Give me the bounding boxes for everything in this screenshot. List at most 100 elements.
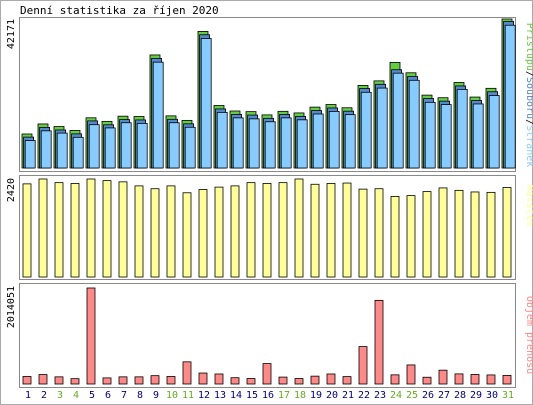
kbytes-bars [22, 287, 512, 385]
visits-bar [422, 191, 432, 278]
pages-bar [232, 117, 244, 169]
kbytes-bar [214, 373, 224, 385]
pages-bar [488, 95, 500, 169]
kbytes-bar [38, 374, 48, 385]
day-label: 24 [390, 390, 402, 401]
day-label: 1 [25, 390, 31, 401]
legend-entry: Stránek [524, 125, 533, 167]
day-label: 17 [278, 390, 290, 401]
panel-frame-kbytes [19, 283, 516, 388]
kbytes-bar [150, 375, 160, 385]
visits-bar [150, 188, 160, 278]
pages-bar [440, 104, 452, 169]
day-label: 11 [182, 390, 194, 401]
day-label: 12 [198, 390, 210, 401]
kbytes-bar [118, 376, 128, 385]
kbytes-bar [454, 373, 464, 385]
pages-bar [456, 88, 468, 169]
kbytes-bar [70, 378, 80, 385]
day-label: 15 [246, 390, 258, 401]
pages-bar [504, 24, 516, 169]
pages-bar [328, 111, 340, 169]
visits-bar [262, 183, 272, 278]
pages-bar [248, 118, 260, 169]
kbytes-bar [342, 376, 352, 385]
pages-bar [72, 136, 84, 169]
day-label: 29 [470, 390, 482, 401]
kbytes-bar [470, 374, 480, 385]
visits-bar [294, 178, 304, 278]
pages-bar [264, 121, 276, 169]
kbytes-bar [102, 377, 112, 385]
day-label: 22 [358, 390, 370, 401]
pages-bar [184, 126, 196, 169]
pages-bar [424, 101, 436, 169]
kbytes-bar [390, 374, 400, 385]
day-label: 25 [406, 390, 418, 401]
pages-bar [152, 61, 164, 169]
visits-bar [502, 187, 512, 278]
visits-bar [54, 182, 64, 278]
pages-bar [40, 130, 52, 169]
kbytes-bar [406, 364, 416, 385]
kbytes-bar [326, 373, 336, 385]
kbytes-bar [198, 372, 208, 385]
kbytes-bar [86, 287, 96, 385]
visits-bars [22, 178, 512, 278]
pages-bar [120, 122, 132, 169]
pages-bar [392, 72, 404, 169]
visits-bar [454, 189, 464, 278]
visits-bar [230, 185, 240, 278]
hits-files-pages-bars [21, 18, 516, 169]
panel-frame-visits [19, 175, 516, 280]
day-label: 8 [137, 390, 143, 401]
day-labels: 1 2 3 4 5 6 7 8 9 10 11 12 13 14 15 16 17 18 19 20 21 22 23 24 2… [25, 390, 514, 401]
visits-bar [326, 183, 336, 278]
chart-title: Denní statistika za říjen 2020 [20, 4, 219, 17]
day-label: 7 [121, 390, 127, 401]
pages-bar [344, 114, 356, 169]
day-label: 20 [326, 390, 338, 401]
kbytes-bar [374, 299, 384, 385]
day-label: 5 [89, 390, 95, 401]
kbytes-bar [310, 375, 320, 385]
pages-bar [280, 117, 292, 169]
kbytes-bar [54, 376, 64, 385]
visits-bar [390, 196, 400, 278]
visits-bar [406, 195, 416, 278]
kbytes-bar [262, 363, 272, 385]
kbytes-bar [22, 376, 32, 385]
kbytes-bar [134, 376, 144, 385]
kbytes-bar [182, 361, 192, 385]
visits-bar [198, 189, 208, 278]
visits-y-max-label: 2420 [6, 178, 17, 202]
kbytes-y-max-label: 2014051 [6, 286, 17, 328]
kbytes-bar [294, 378, 304, 385]
visits-bar [22, 183, 32, 278]
visits-bar [214, 186, 224, 278]
visits-bar [182, 192, 192, 278]
day-label: 21 [342, 390, 354, 401]
kbytes-bar [246, 378, 256, 385]
visits-bar [278, 182, 288, 278]
visits-bar [38, 178, 48, 278]
kbytes-bar [230, 377, 240, 385]
kbytes-bar [422, 376, 432, 385]
kbytes-bar [438, 369, 448, 385]
pages-bar [408, 79, 420, 169]
kbytes-bar [278, 376, 288, 385]
pages-bar [312, 113, 324, 169]
day-label: 4 [73, 390, 79, 401]
day-label: 16 [262, 390, 274, 401]
visits-bar [86, 178, 96, 278]
day-label: 6 [105, 390, 111, 401]
day-label: 27 [438, 390, 450, 401]
day-label: 14 [230, 390, 242, 401]
kbytes-legend: Objem přenosu [524, 296, 533, 374]
day-label: 3 [57, 390, 63, 401]
kbytes-bar [166, 376, 176, 385]
legend-entry: Přístupů [524, 23, 533, 71]
pages-bar [104, 127, 116, 169]
legend-separator: / [524, 119, 533, 125]
